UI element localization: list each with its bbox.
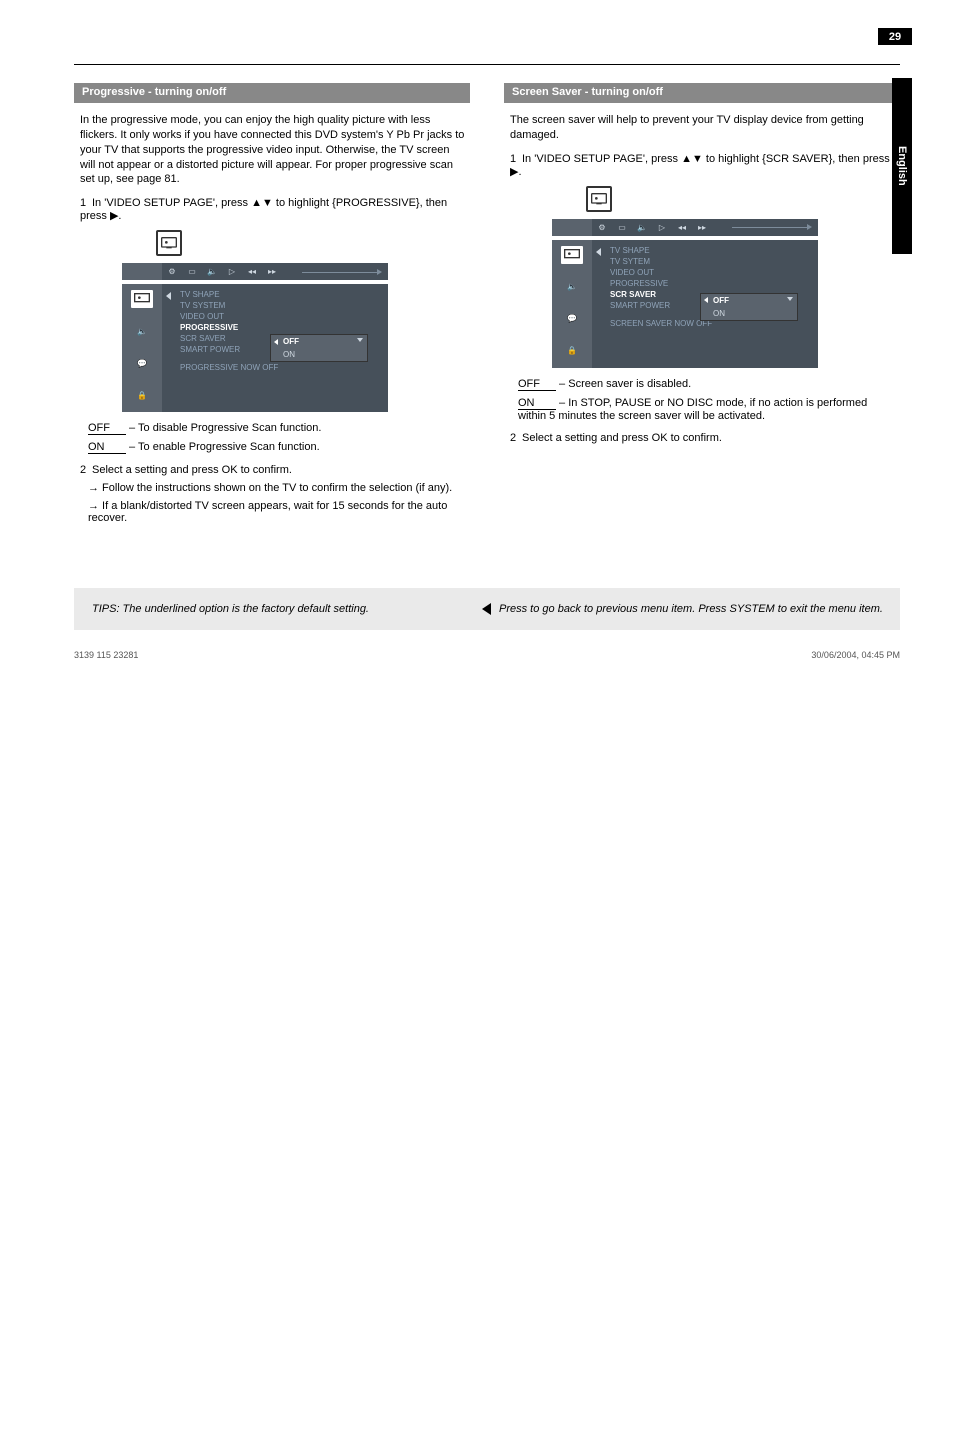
section-header-screensaver: Screen Saver - turning on/off [504, 83, 900, 103]
progressive-step1-text: In 'VIDEO SETUP PAGE', press ▲▼ to highl… [80, 197, 447, 222]
footer: 3139 115 23281 30/06/2004, 04:45 PM [74, 650, 900, 660]
progressive-step2-text: Select a setting and press OK to confirm… [92, 464, 292, 476]
subtitle-icon: 💬 [131, 354, 153, 372]
option-off: OFF – Screen saver is disabled. [518, 378, 896, 391]
tips-right: Press to go back to previous menu item. … [499, 603, 883, 615]
video-icon [586, 186, 612, 212]
lock-icon: 🔒 [131, 386, 153, 404]
monitor-icon: ▭ [182, 267, 202, 276]
video-icon [561, 246, 583, 264]
sliders-icon: ⚙ [592, 223, 612, 232]
osd-item-selected: PROGRESSIVE [180, 322, 382, 333]
sliders-icon: ⚙ [162, 267, 182, 276]
speaker-icon: 🔈 [131, 322, 153, 340]
osd-item: PROGRESSIVE [610, 278, 812, 289]
top-rule [74, 64, 900, 65]
subtitle-icon: 💬 [561, 310, 583, 328]
page-number: 29 [878, 28, 912, 45]
option-on: ON – In STOP, PAUSE or NO DISC mode, if … [518, 397, 896, 422]
option-desc: In STOP, PAUSE or NO DISC mode, if no ac… [518, 397, 867, 422]
osd-item: VIDEO OUT [610, 267, 812, 278]
osd-strip: ⚙ ▭ 🔈 ▷ ◂◂ ▸▸ [122, 263, 388, 280]
option-desc: Screen saver is disabled. [568, 378, 691, 390]
osd-back-arrow [162, 284, 174, 412]
tips-left: TIPS: The underlined option is the facto… [92, 603, 482, 615]
option-on: ON – To enable Progressive Scan function… [88, 441, 466, 454]
osd-popup: OFF ON [270, 334, 368, 362]
scr-step2-text: Select a setting and press OK to confirm… [522, 432, 722, 444]
osd-main: TV SHAPE TV SYSTEM VIDEO OUT PROGRESSIVE… [174, 284, 388, 412]
option-label: OFF [518, 378, 556, 391]
option-off: OFF – To disable Progressive Scan functi… [88, 422, 466, 435]
speaker-icon: 🔈 [632, 223, 652, 232]
osd-popup-option: OFF [271, 335, 367, 348]
osd-item: VIDEO OUT [180, 311, 382, 322]
osd-strip: ⚙ ▭ 🔈 ▷ ◂◂ ▸▸ [552, 219, 818, 236]
footer-left: 3139 115 23281 [74, 650, 138, 660]
speaker-icon: 🔈 [202, 267, 222, 276]
progressive-step2: 2Select a setting and press OK to confir… [80, 464, 466, 476]
osd-item: TV SHAPE [180, 289, 382, 300]
section-header-progressive: Progressive - turning on/off [74, 83, 470, 103]
option-desc: To enable Progressive Scan function. [138, 441, 320, 453]
option-desc: To disable Progressive Scan function. [138, 422, 321, 434]
fastfwd-icon: ▸▸ [692, 223, 712, 232]
speaker-icon: 🔈 [561, 278, 583, 296]
osd-progressive: ⚙ ▭ 🔈 ▷ ◂◂ ▸▸ 🔈 💬 🔒 [122, 230, 388, 412]
osd-item: TV SYSTEM [180, 300, 382, 311]
footer-right: 30/06/2004, 04:45 PM [811, 650, 900, 660]
lock-icon: 🔒 [561, 342, 583, 360]
scr-step2: 2Select a setting and press OK to confir… [510, 432, 896, 444]
progressive-result2: → If a blank/distorted TV screen appears… [88, 500, 466, 524]
osd-main: TV SHAPE TV SYTEM VIDEO OUT PROGRESSIVE … [604, 240, 818, 368]
osd-rail: 🔈 💬 🔒 [552, 240, 592, 368]
back-arrow-icon [482, 603, 491, 615]
osd-rail: 🔈 💬 🔒 [122, 284, 162, 412]
scr-lead: The screen saver will help to prevent yo… [510, 113, 896, 143]
tips-box: TIPS: The underlined option is the facto… [74, 588, 900, 630]
osd-screensaver: ⚙ ▭ 🔈 ▷ ◂◂ ▸▸ 🔈 💬 🔒 [552, 186, 818, 368]
scr-step1-text: In 'VIDEO SETUP PAGE', press ▲▼ to highl… [510, 153, 890, 178]
scr-step1: 1In 'VIDEO SETUP PAGE', press ▲▼ to high… [510, 153, 896, 178]
language-tab: English [892, 78, 912, 254]
rewind-icon: ◂◂ [242, 267, 262, 276]
osd-back-arrow [592, 240, 604, 368]
osd-popup-option: ON [271, 348, 367, 361]
video-icon [131, 290, 153, 308]
osd-popup: OFF ON [700, 293, 798, 321]
fastfwd-icon: ▸▸ [262, 267, 282, 276]
rewind-icon: ◂◂ [672, 223, 692, 232]
play-icon: ▷ [652, 223, 672, 232]
option-label: OFF [88, 422, 126, 435]
section-progressive: Progressive - turning on/off In the prog… [74, 83, 470, 528]
progressive-lead: In the progressive mode, you can enjoy t… [80, 113, 466, 187]
play-icon: ▷ [222, 267, 242, 276]
osd-item: TV SHAPE [610, 245, 812, 256]
option-label: ON [88, 441, 126, 454]
osd-popup-option: OFF [701, 294, 797, 307]
option-label: ON [518, 397, 556, 410]
osd-status: PROGRESSIVE NOW OFF [180, 363, 382, 372]
osd-item: TV SYTEM [610, 256, 812, 267]
progressive-step1: 1In 'VIDEO SETUP PAGE', press ▲▼ to high… [80, 197, 466, 222]
section-screensaver: Screen Saver - turning on/off The screen… [504, 83, 900, 528]
progressive-result1: → Follow the instructions shown on the T… [88, 482, 466, 494]
video-icon [156, 230, 182, 256]
monitor-icon: ▭ [612, 223, 632, 232]
osd-popup-option: ON [701, 307, 797, 320]
